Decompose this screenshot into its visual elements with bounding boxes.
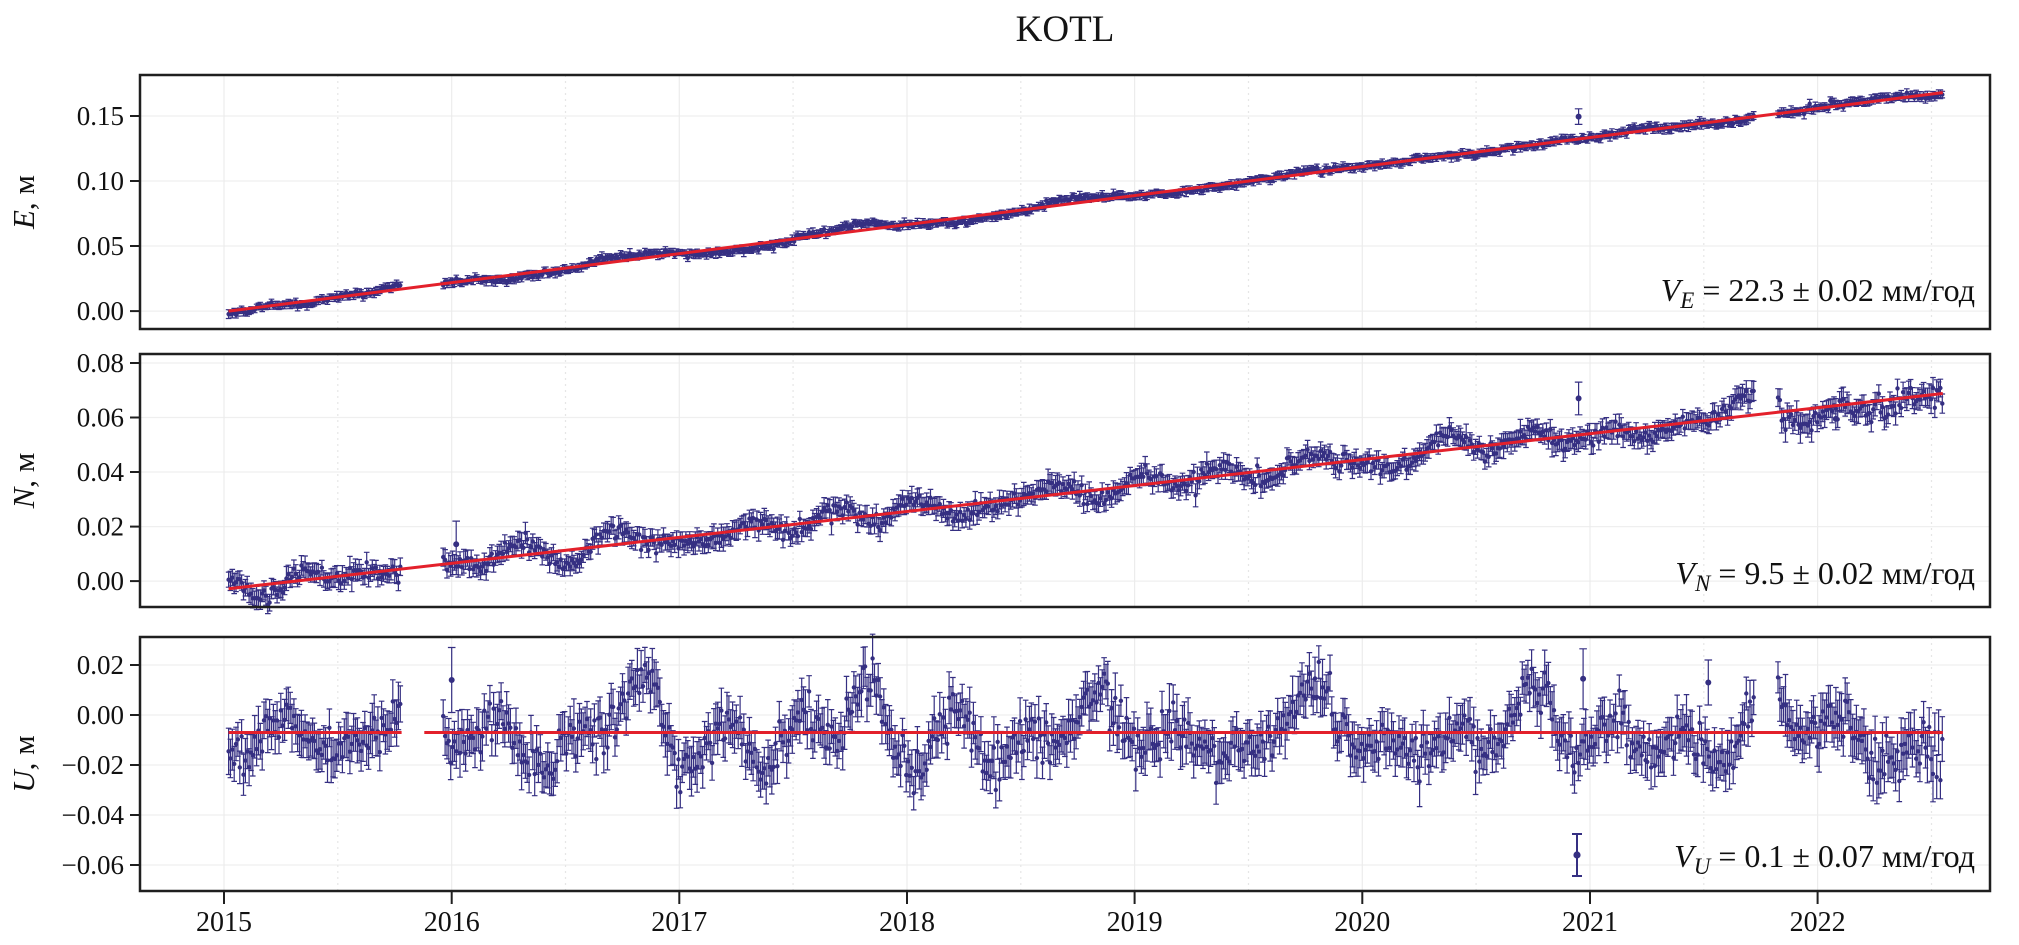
x-tick-label: 2022 — [1790, 907, 1846, 938]
y-tick-label: 0.00 — [77, 566, 124, 596]
y-tick-label: −0.02 — [62, 750, 124, 780]
y-tick-label: −0.06 — [62, 850, 124, 880]
y-tick-label: 0.02 — [77, 512, 124, 542]
y-tick-label: 0.05 — [77, 231, 124, 261]
x-tick-label: 2016 — [424, 907, 480, 938]
panel-U: 0.02 0.00 −0.02 −0.04 −0.06 U, м VU = 0.1 ± 0.… — [6, 633, 1992, 938]
y-tick-label: −0.04 — [62, 800, 125, 830]
y-axis-label-N: N, м — [6, 453, 41, 510]
y-tick-label: 0.06 — [77, 403, 124, 433]
y-tick-label: 0.00 — [77, 296, 124, 326]
panel-U-data-points — [226, 656, 1945, 796]
panel-E-grid — [140, 75, 1990, 329]
legend-point-marker — [1573, 851, 1581, 859]
x-tick-label: 2021 — [1562, 907, 1618, 938]
y-axis-label-U: U, м — [6, 735, 41, 793]
y-tick-label: 0.15 — [77, 101, 124, 131]
panel-U-errorbars — [225, 633, 1946, 811]
x-tick-label: 2015 — [196, 907, 252, 938]
velocity-annotation-N: VN = 9.5 ± 0.02 мм/год — [1675, 555, 1975, 596]
panel-U-grid — [140, 637, 1990, 891]
panel-N-frame — [138, 352, 1992, 609]
panel-E-frame — [138, 73, 1992, 331]
y-tick-label: 0.08 — [77, 348, 124, 378]
x-tick-label: 2019 — [1107, 907, 1163, 938]
y-axis-label-E: E, м — [6, 175, 41, 230]
velocity-annotation-E: VE = 22.3 ± 0.02 мм/год — [1661, 272, 1975, 313]
x-tick-label: 2017 — [651, 907, 707, 938]
panel-N: 0.08 0.06 0.04 0.02 0.00 N, м VN = 9.5 ± 0.02 … — [6, 348, 1992, 615]
y-tick-label: 0.02 — [77, 650, 124, 680]
y-tick-label: 0.10 — [77, 166, 124, 196]
chart-title: KOTL — [1016, 9, 1115, 50]
y-tick-label: 0.00 — [77, 700, 124, 730]
x-tick-label: 2018 — [879, 907, 935, 938]
panel-N-trend-line — [228, 392, 1943, 591]
x-tick-label: 2020 — [1334, 907, 1390, 938]
velocity-annotation-U: VU = 0.1 ± 0.07 мм/год — [1674, 838, 1975, 879]
panel-E: 0.15 0.10 0.05 0.00 E, м VE = 22.3 ± 0.02 мм/… — [6, 73, 1992, 331]
panel-E-trend-line — [228, 91, 1943, 313]
y-tick-label: 0.04 — [77, 457, 125, 487]
